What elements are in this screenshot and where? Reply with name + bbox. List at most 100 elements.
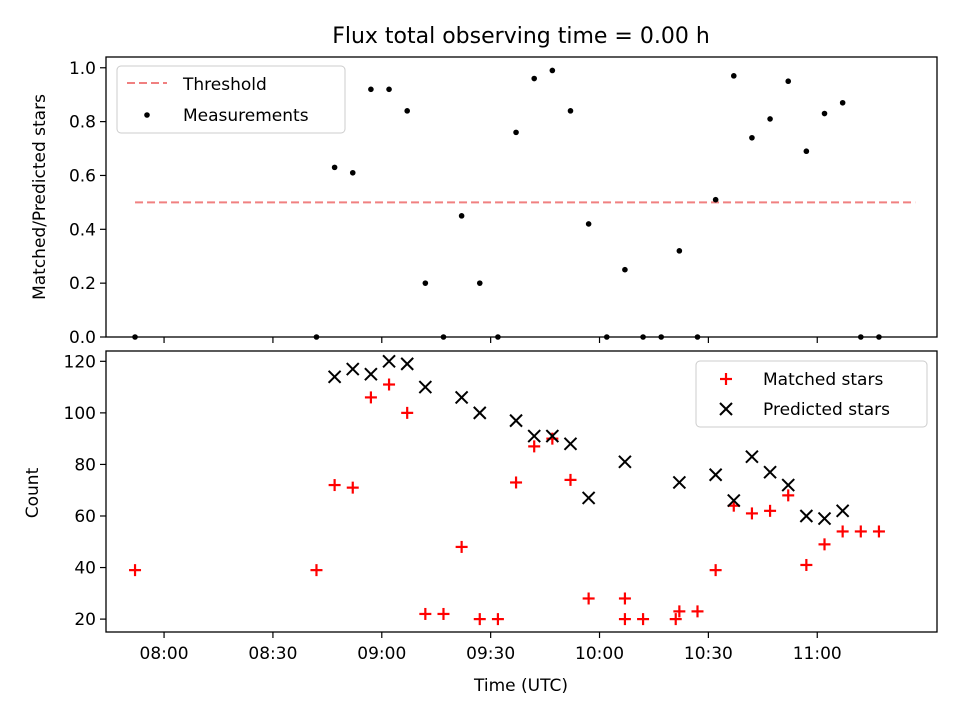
matched-star-point [800,558,813,571]
matched-star-point [836,525,849,538]
measurement-point [513,129,519,136]
measurement-point [331,164,338,171]
top-ytick-label: 1.0 [69,59,96,79]
bottom-plot-area [129,354,885,626]
bottom-ytick-label: 80 [74,455,96,475]
predicted-star-point [327,370,342,384]
matched-star-point [764,504,777,517]
matched-star-point [491,613,504,626]
bottom-ytick-label: 60 [74,507,96,527]
predicted-star-point [781,478,795,492]
bottom-xtick-label: 08:00 [140,644,189,664]
matched-star-point [669,613,682,626]
measurement-point [458,213,465,219]
matched-star-point [818,538,831,551]
top-plot-area [132,67,916,340]
top-x-ticks [163,337,818,343]
bottom-axes-frame [105,350,938,633]
matched-star-point [546,432,559,445]
bottom-x-axis: 08:00 08:30 09:00 09:30 10:00 10:30 11:00 [140,632,842,664]
measurement-point [368,86,374,93]
predicted-star-point [509,413,523,428]
predicted-star-point [473,406,487,420]
measurement-point [349,169,356,176]
top-ytick-label: 0.6 [69,166,96,186]
predicted-star-point [545,429,560,443]
matched-star-point [346,481,359,494]
bottom-xtick-label: 08:30 [248,644,297,664]
matched-star-point [473,613,486,626]
matched-star-point [401,406,414,419]
predicted-star-point [727,493,741,508]
chart-title: Flux total observing time = 0.00 h [332,24,710,49]
top-ytick-label: 0.2 [69,274,96,294]
legend-measurements-swatch [144,112,150,118]
predicted-star-point [563,437,578,451]
measurement-point [767,116,773,122]
predicted-star-point [708,468,723,482]
measurement-point [622,266,628,273]
matched-star-point [510,476,523,489]
matched-star-point [618,592,631,605]
predicted-star-point [382,354,396,369]
matched-star-point [437,607,450,620]
top-y-axis: 0.0 0.2 0.4 0.6 0.8 1.0 [69,59,106,348]
bottom-xtick-label: 11:00 [793,644,842,664]
measurement-point [712,196,719,203]
measurement-point [803,148,810,155]
predicted-star-point [527,429,541,443]
measurement-point [821,110,828,117]
measurement-point [549,67,556,74]
matched-star-point [564,473,577,486]
predicted-star-point [400,357,414,371]
predicted-star-point [418,380,433,394]
matched-star-point [673,605,686,618]
predicted-star-point [454,390,469,405]
bottom-ytick-label: 120 [64,352,96,372]
x-axis-label: Time (UTC) [473,676,568,696]
measurement-point [585,221,592,227]
bottom-xtick-label: 09:30 [466,644,515,664]
measurement-point [567,108,574,114]
matched-star-point [637,613,650,626]
top-panel: 0.0 0.2 0.4 0.6 0.8 1.0 Matched/Predicted sta… [30,56,938,348]
matched-star-point [328,479,341,492]
top-ytick-label: 0.8 [69,113,96,133]
matched-star-point [745,507,758,520]
top-y-axis-label: Matched/Predicted stars [30,94,50,300]
predicted-star-point [799,509,814,523]
measurement-point [476,280,483,286]
predicted-star-point [346,362,360,376]
predicted-star-point [364,367,378,381]
bottom-y-axis-label: Count [23,467,43,518]
bottom-xtick-label: 10:30 [684,644,733,664]
legend-predicted-label: Predicted stars [763,400,890,420]
measurement-point [422,280,429,286]
matched-star-point [782,489,795,502]
matched-star-point [872,525,885,538]
top-ytick-label: 0.0 [69,328,96,348]
matched-star-point [618,613,631,626]
matched-star-point [528,440,541,453]
matched-star-point [129,564,142,577]
matched-star-point [709,564,722,577]
predicted-star-point [618,455,632,469]
predicted-star-point [835,504,850,518]
measurement-point [730,73,737,79]
predicted-star-point [817,511,832,526]
bottom-ytick-label: 20 [74,610,96,630]
matched-star-point [419,607,432,620]
matched-star-point [364,391,377,404]
predicted-star-point [763,465,777,479]
measurement-point [531,75,538,82]
bottom-y-axis: 20 40 60 80 100 120 [64,352,106,630]
bottom-ytick-label: 40 [74,559,96,579]
matched-star-point [854,525,867,538]
matched-star-point [582,592,595,605]
bottom-xtick-label: 10:00 [575,644,624,664]
predicted-star-point [672,475,687,490]
matched-star-point [310,564,323,577]
measurement-point [785,78,792,85]
legend-threshold-label: Threshold [182,75,267,95]
